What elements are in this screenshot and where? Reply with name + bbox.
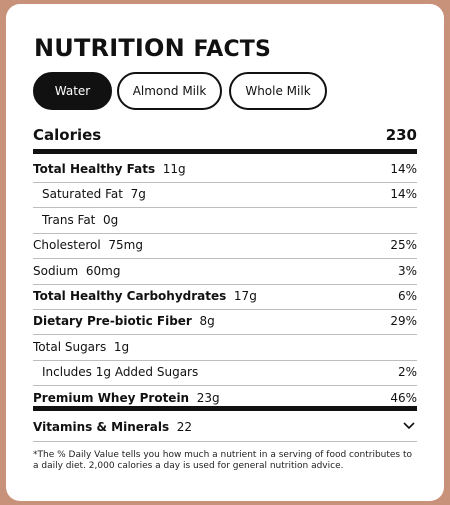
nutrient-label: Total Sugars 1g — [33, 340, 129, 354]
vitamins-name: Vitamins & Minerals — [33, 420, 170, 434]
daily-value-percent: 3% — [397, 263, 417, 278]
nutrient-row: Total Healthy Carbohydrates 17g 6% — [33, 284, 417, 310]
daily-value-percent: 29% — [390, 314, 417, 329]
nutrition-card: NUTRITION FACTS Water Almond Milk Whole … — [6, 4, 444, 501]
nutrient-label: Trans Fat 0g — [42, 213, 118, 227]
nutrient-label: Cholesterol 75mg — [33, 238, 143, 252]
daily-value-percent: 6% — [397, 289, 417, 303]
chevron-down-icon[interactable] — [403, 422, 415, 430]
title-bold: NUTRITION — [34, 34, 185, 62]
nutrient-label: Dietary Pre-biotic Fiber 8g — [33, 314, 215, 328]
tab-whole-milk[interactable]: Whole Milk — [229, 72, 327, 110]
vitamins-amount: 22 — [176, 420, 193, 434]
nutrient-amount: 23g — [196, 390, 220, 405]
nutrient-amount: 11g — [162, 162, 186, 176]
nutrient-name: Total Healthy Carbohydrates — [33, 289, 227, 303]
nutrient-amount: 0g — [103, 212, 119, 227]
calories-value: 230 — [385, 126, 417, 144]
nutrient-amount: 7g — [130, 187, 146, 202]
nutrient-name: Cholesterol — [33, 238, 101, 253]
vitamins-minerals-row[interactable]: Vitamins & Minerals 22 — [33, 414, 417, 442]
nutrient-label: Includes 1g Added Sugars — [42, 365, 202, 379]
nutrient-label: Total Healthy Carbohydrates 17g — [33, 289, 257, 303]
nutrient-row: Total Sugars 1g — [33, 335, 417, 361]
thick-divider — [33, 149, 417, 154]
calories-label: Calories — [33, 126, 102, 144]
title-rest: FACTS — [193, 37, 272, 62]
nutrient-row: Saturated Fat 7g 14% — [33, 182, 417, 209]
vitamins-label: Vitamins & Minerals 22 — [33, 420, 192, 434]
nutrient-name: Dietary Pre-biotic Fiber — [33, 314, 192, 329]
nutrient-row: Total Healthy Fats 11g 14% — [33, 157, 417, 183]
nutrient-row: Sodium 60mg 3% — [33, 259, 417, 285]
nutrient-amount: 60mg — [85, 263, 121, 278]
nutrient-name: Premium Whey Protein — [33, 390, 190, 405]
tab-water[interactable]: Water — [33, 72, 112, 110]
footnote: *The % Daily Value tells you how much a … — [33, 450, 413, 471]
nutrient-name: Includes 1g Added Sugars — [42, 365, 199, 380]
nutrient-amount: 8g — [199, 314, 215, 329]
nutrient-label: Sodium 60mg — [33, 264, 120, 278]
daily-value-percent: 14% — [390, 187, 417, 202]
nutrient-amount: 75mg — [108, 238, 143, 253]
nutrient-label: Premium Whey Protein 23g — [33, 391, 220, 405]
nutrient-label: Saturated Fat 7g — [42, 187, 146, 201]
nutrient-row: Cholesterol 75mg 25% — [33, 233, 417, 260]
nutrient-row: Trans Fat 0g — [33, 208, 417, 234]
nutrient-row: Premium Whey Protein 23g 46% — [33, 386, 417, 411]
nutrient-label: Total Healthy Fats 11g — [33, 162, 186, 176]
tab-almond-milk[interactable]: Almond Milk — [117, 72, 222, 110]
daily-value-percent: 46% — [390, 390, 417, 405]
calories-row: Calories 230 — [33, 122, 417, 150]
daily-value-percent: 25% — [390, 238, 417, 253]
nutrient-row: Includes 1g Added Sugars 2% — [33, 360, 417, 387]
nutrient-amount: 1g — [113, 339, 130, 354]
nutrient-name: Sodium — [33, 263, 79, 278]
nutrient-row: Dietary Pre-biotic Fiber 8g 29% — [33, 309, 417, 336]
nutrient-name: Saturated Fat — [42, 187, 123, 202]
nutrient-amount: 17g — [233, 289, 257, 303]
nutrient-name: Total Healthy Fats — [33, 162, 156, 176]
daily-value-percent: 14% — [390, 162, 417, 176]
thick-divider-bottom — [33, 406, 417, 411]
daily-value-percent: 2% — [397, 365, 417, 380]
nutrition-facts-title: NUTRITION FACTS — [34, 34, 271, 62]
nutrient-name: Trans Fat — [42, 212, 96, 227]
nutrient-name: Total Sugars — [33, 339, 107, 354]
